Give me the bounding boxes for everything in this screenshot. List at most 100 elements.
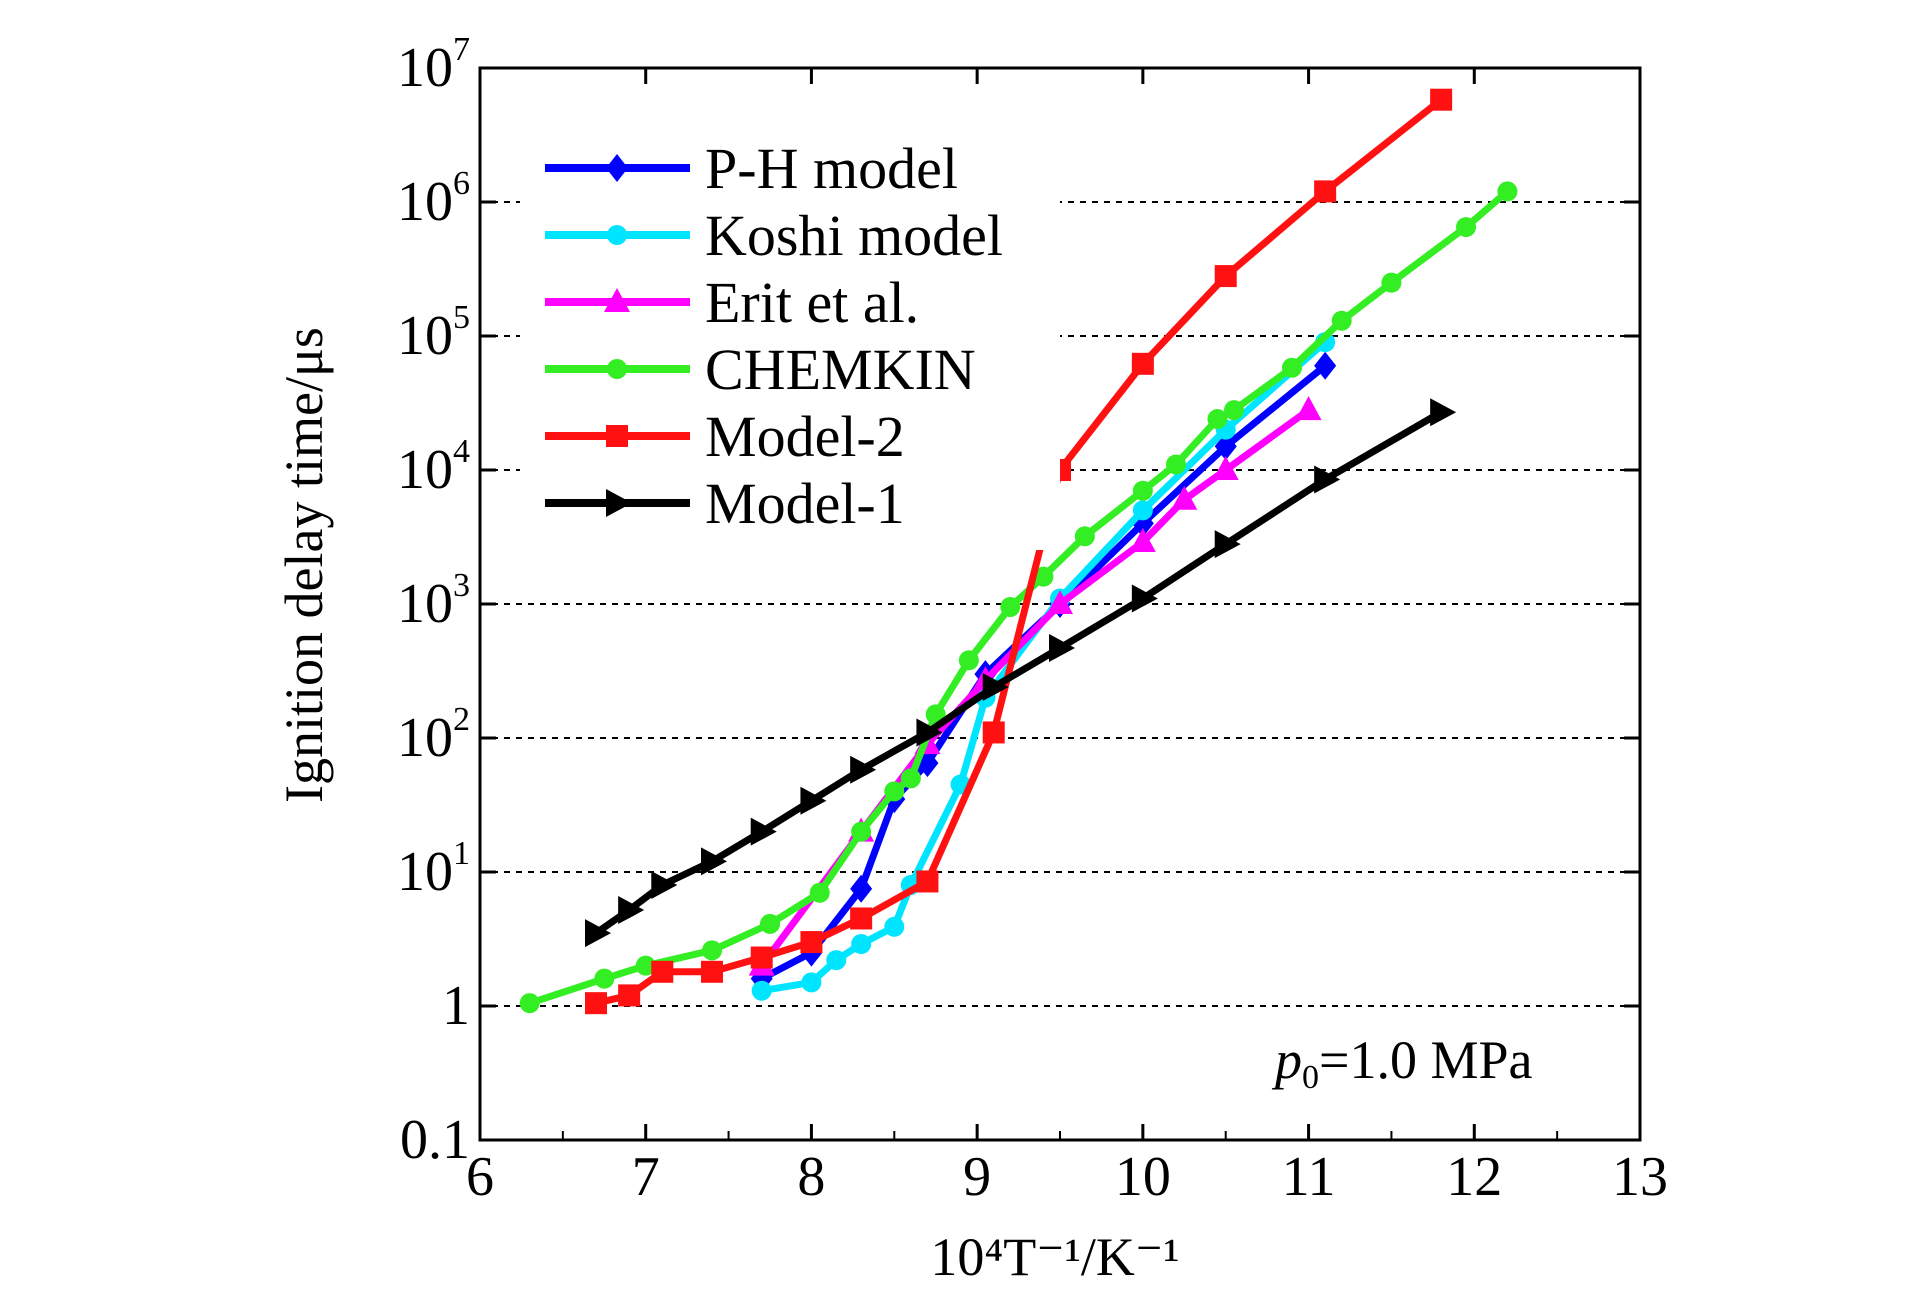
data-point [701,847,727,876]
data-point [651,870,678,899]
legend-item: P-H model [545,136,958,201]
x-tick-label: 6 [466,1146,494,1208]
y-tick-exponent: 7 [453,31,470,68]
data-point [1132,500,1153,521]
data-point [585,992,607,1015]
legend-label: P-H model [705,136,958,201]
y-tick-label: 0.1 [400,1109,470,1171]
series-line [760,363,1328,982]
data-point [1212,456,1239,480]
data-point [1166,454,1186,475]
data-point [585,919,611,948]
data-point [1074,526,1095,547]
data-point [1033,566,1054,587]
data-point [1430,398,1457,427]
series-line [594,409,1443,936]
data-point [1314,351,1337,380]
legend-label: Model-1 [705,471,905,536]
y-tick-base: 10 [397,707,453,769]
data-point [594,968,615,989]
data-point [851,821,872,842]
data-point [750,946,773,969]
y-tick-label: 106 [397,165,470,233]
y-tick-exponent: 3 [453,567,470,604]
legend-item: Erit et al. [545,270,919,335]
legend-marker [606,489,632,517]
data-point [651,960,674,983]
y-tick-label: 1 [442,975,470,1037]
y-tick-label: 103 [397,567,470,635]
y-tick-label: 104 [397,433,470,501]
legend-backdrop [520,120,1060,550]
y-tick-exponent: 5 [453,299,470,336]
x-tick-label: 11 [1282,1146,1336,1208]
legend-marker [607,359,627,379]
legend-marker [606,425,628,447]
legend-label: CHEMKIN [705,337,976,402]
data-point [751,980,772,1001]
data-point [801,972,822,993]
data-point [1224,400,1244,421]
data-point [1314,465,1341,494]
series-group [519,88,1518,1015]
x-axis-title: 10⁴T⁻¹/K⁻¹ [930,1227,1179,1287]
data-point [701,960,723,983]
data-point [982,673,1009,702]
data-point [1295,396,1322,421]
legend-label: Erit et al. [705,270,919,335]
legend-item: Model-1 [545,471,905,536]
data-point [1497,181,1518,202]
series-model-1 [585,398,1457,948]
y-tick-exponent: 6 [453,165,470,202]
series-chemkin [519,181,1518,1014]
data-point [850,874,873,903]
data-point [884,916,905,937]
y-tick-exponent: 1 [453,835,470,872]
data-point [1047,590,1073,614]
data-point [1282,357,1302,378]
data-point [809,882,830,903]
y-tick-base: 10 [397,841,453,903]
x-tick-label: 12 [1446,1146,1502,1208]
legend-label: Model-2 [705,404,905,469]
y-tick-label: 105 [397,299,470,367]
y-tick-base: 10 [397,171,453,233]
legend-marker [606,154,628,182]
data-point [884,781,905,802]
data-point [1331,310,1352,331]
series-model-2 [585,88,1453,1015]
data-point [826,950,847,971]
data-point [1131,352,1154,375]
data-point [1171,485,1198,510]
legend-marker [607,225,627,245]
data-point [1456,217,1476,238]
annotation-symbol: p [1271,1030,1302,1090]
data-point [1214,265,1237,288]
y-tick-base: 10 [397,305,453,367]
y-tick-base: 10 [397,439,453,501]
data-point [800,786,827,815]
y-tick-exponent: 4 [453,433,470,470]
data-point [1214,530,1241,559]
y-tick-label: 107 [397,31,470,99]
y-tick-base: 10 [397,573,453,635]
x-tick-label: 7 [632,1146,660,1208]
data-point [760,913,780,934]
data-point [1430,88,1453,111]
x-tick-label: 13 [1612,1146,1668,1208]
legend-background [520,120,1060,550]
y-tick-exponent: 2 [453,701,470,738]
data-point [519,993,540,1014]
data-point [750,817,777,846]
y-axis-title: Ignition delay time/μs [274,327,334,803]
data-point [800,931,823,954]
legend-item: Koshi model [545,203,1003,268]
data-point [1381,272,1402,293]
data-point [618,896,645,925]
legend-item: CHEMKIN [545,337,976,402]
legend-marker [604,288,630,312]
data-point [916,870,939,893]
